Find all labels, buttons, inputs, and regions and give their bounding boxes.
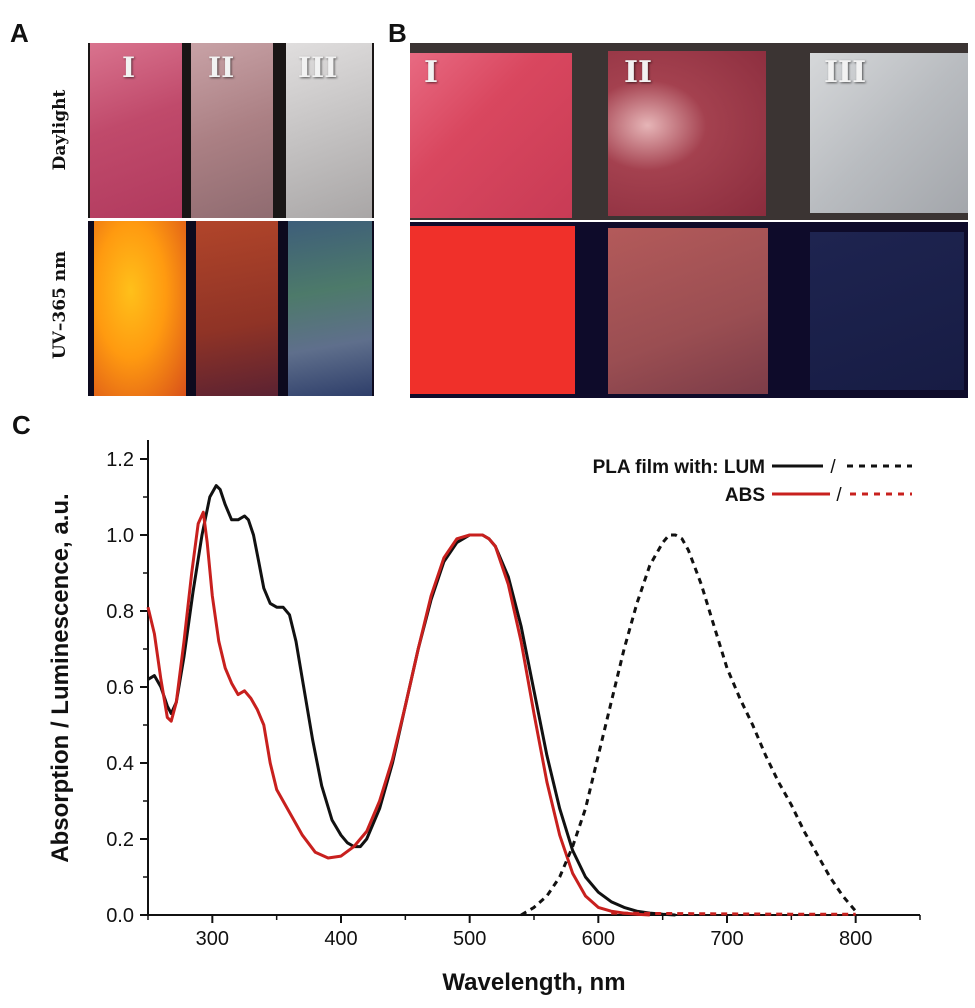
legend-abs-label: ABS — [725, 485, 765, 506]
chart-legend: PLA film with: LUM / ABS / — [593, 457, 912, 506]
y-axis-title: Absorption / Luminescence, a.u. — [47, 493, 74, 862]
x-tick-label: 600 — [582, 928, 615, 950]
x-tick-label: 400 — [324, 928, 357, 950]
legend-slash-1: / — [830, 457, 836, 478]
fabric-strip-iii-uv — [288, 221, 372, 396]
photo-a-uv — [88, 221, 374, 396]
series-abs-luminescence — [611, 911, 856, 916]
legend-header: PLA film with: LUM — [593, 457, 765, 478]
series-abs-absorption — [146, 510, 650, 917]
row-label-daylight: Daylight — [50, 89, 70, 171]
x-tick-label: 500 — [453, 928, 486, 950]
y-tick-label: 0.4 — [106, 753, 134, 775]
x-axis-title: Wavelength, nm — [442, 969, 625, 996]
y-tick-label: 1.0 — [106, 525, 134, 547]
fabric-strip-ii-uv — [196, 221, 278, 396]
fabric-strip-iii — [286, 43, 372, 218]
y-tick-label: 0.0 — [106, 905, 134, 927]
legend-slash-2: / — [836, 485, 842, 506]
fabric-strip-i-uv — [94, 221, 186, 396]
spectra-chart: 0.0 0.2 0.4 0.6 0.8 1.0 1.2 300 400 500 600 700 800… — [47, 440, 921, 996]
film-i-uv — [410, 226, 575, 394]
film-iii-uv — [810, 232, 964, 390]
y-tick-label: 1.2 — [106, 449, 134, 471]
fabric-strip-i — [90, 43, 182, 218]
x-tick-label: 300 — [196, 928, 229, 950]
series-lum-luminescence — [520, 533, 857, 917]
film-ii-uv — [608, 228, 768, 394]
x-tick-label: 700 — [710, 928, 743, 950]
row-label-uv: UV–365 nm — [50, 250, 70, 360]
panel-label-b: B — [388, 18, 407, 48]
sample-label-b-ii: II — [624, 55, 653, 90]
photo-b-uv — [410, 222, 968, 398]
sample-label-a-i: I — [122, 51, 136, 84]
series-lum-absorption — [147, 484, 676, 917]
panel-label-a: A — [10, 18, 29, 48]
y-tick-label: 0.2 — [106, 829, 134, 851]
photo-b-daylight: I II III — [410, 43, 968, 220]
panel-label-c: C — [12, 410, 31, 440]
sample-label-b-iii: III — [824, 55, 867, 90]
chart-axes — [147, 440, 920, 916]
film-iii — [810, 53, 968, 213]
film-i — [410, 53, 572, 218]
sample-label-a-iii: III — [298, 51, 338, 84]
fabric-strip-ii — [191, 43, 273, 218]
y-tick-label: 0.6 — [106, 677, 134, 699]
sample-label-b-i: I — [424, 55, 439, 90]
sample-label-a-ii: II — [208, 51, 235, 84]
photo-a-daylight: I II III — [88, 43, 374, 218]
x-tick-label: 800 — [839, 928, 872, 950]
y-tick-label: 0.8 — [106, 601, 134, 623]
film-ii — [608, 51, 766, 216]
